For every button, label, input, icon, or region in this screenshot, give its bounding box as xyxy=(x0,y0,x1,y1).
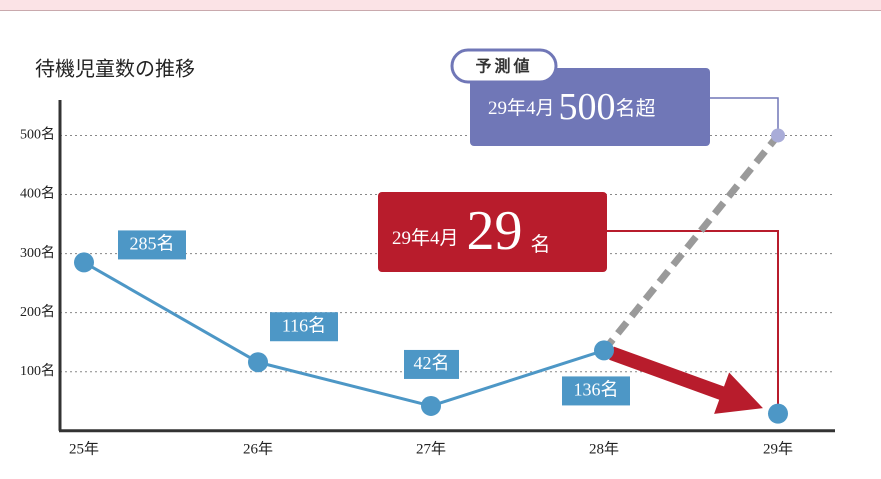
value-label-box xyxy=(404,349,459,379)
forecast-badge-text: 予測値 xyxy=(475,57,532,76)
x-tick-label: 27年 xyxy=(416,440,446,457)
forecast-badge xyxy=(450,48,558,84)
value-label: 285名 xyxy=(130,234,175,254)
actual-connector xyxy=(607,230,779,414)
line-segment xyxy=(83,261,259,364)
actual-text: 29年4月 29 名 xyxy=(392,200,551,262)
plot: 100名 200名 300名 400名 500名 25年 26年 27年 28年 29年 285名 1… xyxy=(20,97,835,457)
y-tick-label: 300名 xyxy=(20,245,55,261)
point xyxy=(768,403,788,424)
value-label-box xyxy=(118,230,186,260)
point xyxy=(248,352,268,373)
top-band xyxy=(0,0,881,10)
y-tick-label: 200名 xyxy=(20,304,55,320)
x-tick-label: 28年 xyxy=(589,440,619,457)
value-label: 136名 xyxy=(574,380,619,400)
annotations: 29年4月 500名超 予測値 29年4月 29 名 xyxy=(378,48,710,272)
point xyxy=(594,340,614,361)
y-tick-label: 100名 xyxy=(20,363,55,379)
value-label-box xyxy=(270,312,338,342)
actual-box xyxy=(378,192,607,272)
point xyxy=(421,395,441,416)
value-label: 42名 xyxy=(414,353,450,373)
chart-title: 待機児童数の推移 xyxy=(35,57,195,81)
forecast-line xyxy=(601,133,781,353)
x-tick-label: 29年 xyxy=(763,440,793,457)
line-segment xyxy=(257,360,432,408)
value-label-box xyxy=(562,376,630,406)
highlight-arrow xyxy=(609,346,763,414)
forecast-text: 29年4月 500名超 xyxy=(488,86,656,128)
point xyxy=(74,252,94,273)
y-tick-label: 400名 xyxy=(20,186,55,202)
y-tick-label: 500名 xyxy=(20,127,55,143)
value-label: 116名 xyxy=(282,315,326,335)
forecast-marker xyxy=(771,128,785,143)
x-tick-label: 26年 xyxy=(243,440,273,457)
forecast-box xyxy=(470,68,710,146)
x-tick-label: 25年 xyxy=(69,440,99,457)
line-segment xyxy=(430,348,605,408)
forecast-connector xyxy=(710,97,779,136)
